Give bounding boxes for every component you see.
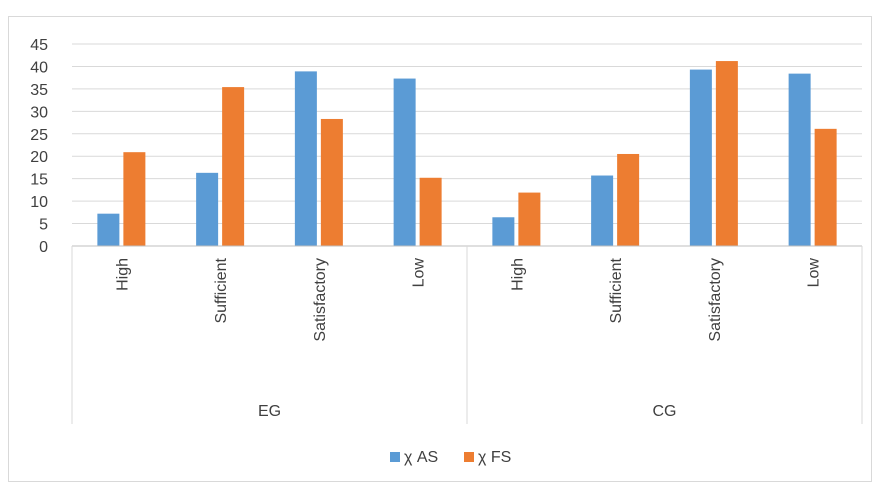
bar [715,61,738,247]
group-label: EG [258,403,281,420]
bar [419,177,442,246]
y-tick-label: 15 [30,172,48,189]
x-category-label: Satisfactory [312,258,329,342]
y-tick-label: 0 [39,239,48,256]
y-tick-label: 30 [30,104,48,121]
bar [196,172,219,246]
y-tick-label: 35 [30,82,48,99]
x-category-label: High [114,258,131,291]
bar [97,213,120,246]
y-axis: 0 5 10 15 20 25 30 35 40 45 [30,37,48,256]
group-label: CG [653,403,677,420]
bar [518,192,541,246]
x-category-label: Low [806,258,823,288]
bar [393,78,416,246]
bar [617,153,640,246]
x-category-label: Satisfactory [707,258,724,342]
y-tick-label: 45 [30,37,48,54]
y-tick-label: 40 [30,59,48,76]
legend-swatch [464,452,474,462]
x-category-label: Sufficient [608,257,625,323]
x-category-label: Low [411,258,428,288]
legend: χ AS χ FS [390,449,511,466]
x-axis: High Sufficient Satisfactory Low High Suffici… [71,245,863,424]
bar [320,118,343,246]
bar [123,152,146,246]
legend-label: χ FS [478,449,511,466]
y-tick-label: 5 [39,217,48,234]
bar [294,71,317,246]
bar [689,69,712,246]
bars [97,61,837,247]
gridlines [72,43,862,225]
bar [222,87,245,247]
bar [492,217,515,246]
legend-label: χ AS [404,449,438,466]
bar [591,175,614,246]
bar [814,128,837,246]
bar [788,73,811,246]
y-tick-label: 20 [30,149,48,166]
y-tick-label: 10 [30,194,48,211]
x-category-label: Sufficient [213,257,230,323]
legend-swatch [390,452,400,462]
x-category-label: High [509,258,526,291]
y-tick-label: 25 [30,127,48,144]
